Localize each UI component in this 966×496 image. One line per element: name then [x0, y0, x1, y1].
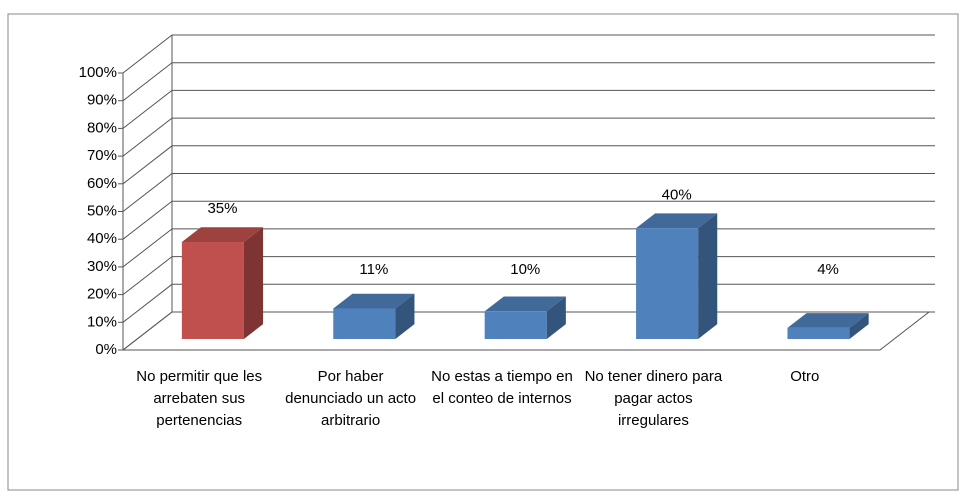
- value-label: 10%: [510, 261, 540, 278]
- bar-side: [849, 313, 869, 339]
- grid-line: [122, 89, 935, 129]
- y-tick-label: 50%: [87, 202, 117, 219]
- bar: [787, 327, 850, 339]
- y-tick-label: 40%: [87, 230, 117, 247]
- y-tick-label: 100%: [79, 64, 117, 81]
- bar-top: [787, 313, 869, 328]
- value-label: 40%: [662, 186, 692, 203]
- bar: [181, 242, 244, 339]
- x-tick-label: No estas a tiempo en el conteo de intern…: [431, 368, 573, 407]
- grid-line: [122, 34, 935, 74]
- y-tick-label: 60%: [87, 175, 117, 192]
- bar-top: [636, 213, 718, 229]
- grid-line: [122, 173, 935, 212]
- bar: [636, 228, 699, 339]
- y-tick-label: 90%: [87, 92, 117, 109]
- y-tick-label: 80%: [87, 119, 117, 136]
- grid-line: [122, 117, 935, 157]
- bar-side: [546, 296, 566, 339]
- x-tick-label: No permitir que les arrebaten sus perten…: [136, 368, 263, 429]
- chart-border: [7, 13, 959, 491]
- bar-side: [395, 293, 415, 339]
- grid-line: [122, 200, 935, 240]
- x-tick-label: Otro: [790, 368, 820, 385]
- y-tick-label: 0%: [95, 341, 117, 358]
- bar-top: [333, 293, 415, 309]
- value-label: 35%: [207, 200, 237, 217]
- bar-side: [243, 227, 264, 339]
- bar-top: [181, 227, 264, 243]
- y-tick-label: 30%: [87, 258, 117, 275]
- value-label: 11%: [359, 261, 388, 278]
- bar: [484, 311, 547, 339]
- bar-side: [698, 213, 718, 339]
- y-tick-label: 10%: [87, 313, 117, 330]
- grid-line: [122, 62, 935, 102]
- bar-top: [484, 296, 566, 312]
- x-tick-label: No tener dinero para pagar actos irregul…: [584, 368, 723, 429]
- y-tick-label: 20%: [87, 286, 117, 303]
- grid-line: [122, 145, 935, 185]
- x-tick-label: Por haber denunciado un acto arbitrario: [285, 368, 417, 429]
- y-tick-label: 70%: [87, 147, 117, 164]
- value-label: 4%: [817, 261, 839, 278]
- bar: [333, 308, 396, 339]
